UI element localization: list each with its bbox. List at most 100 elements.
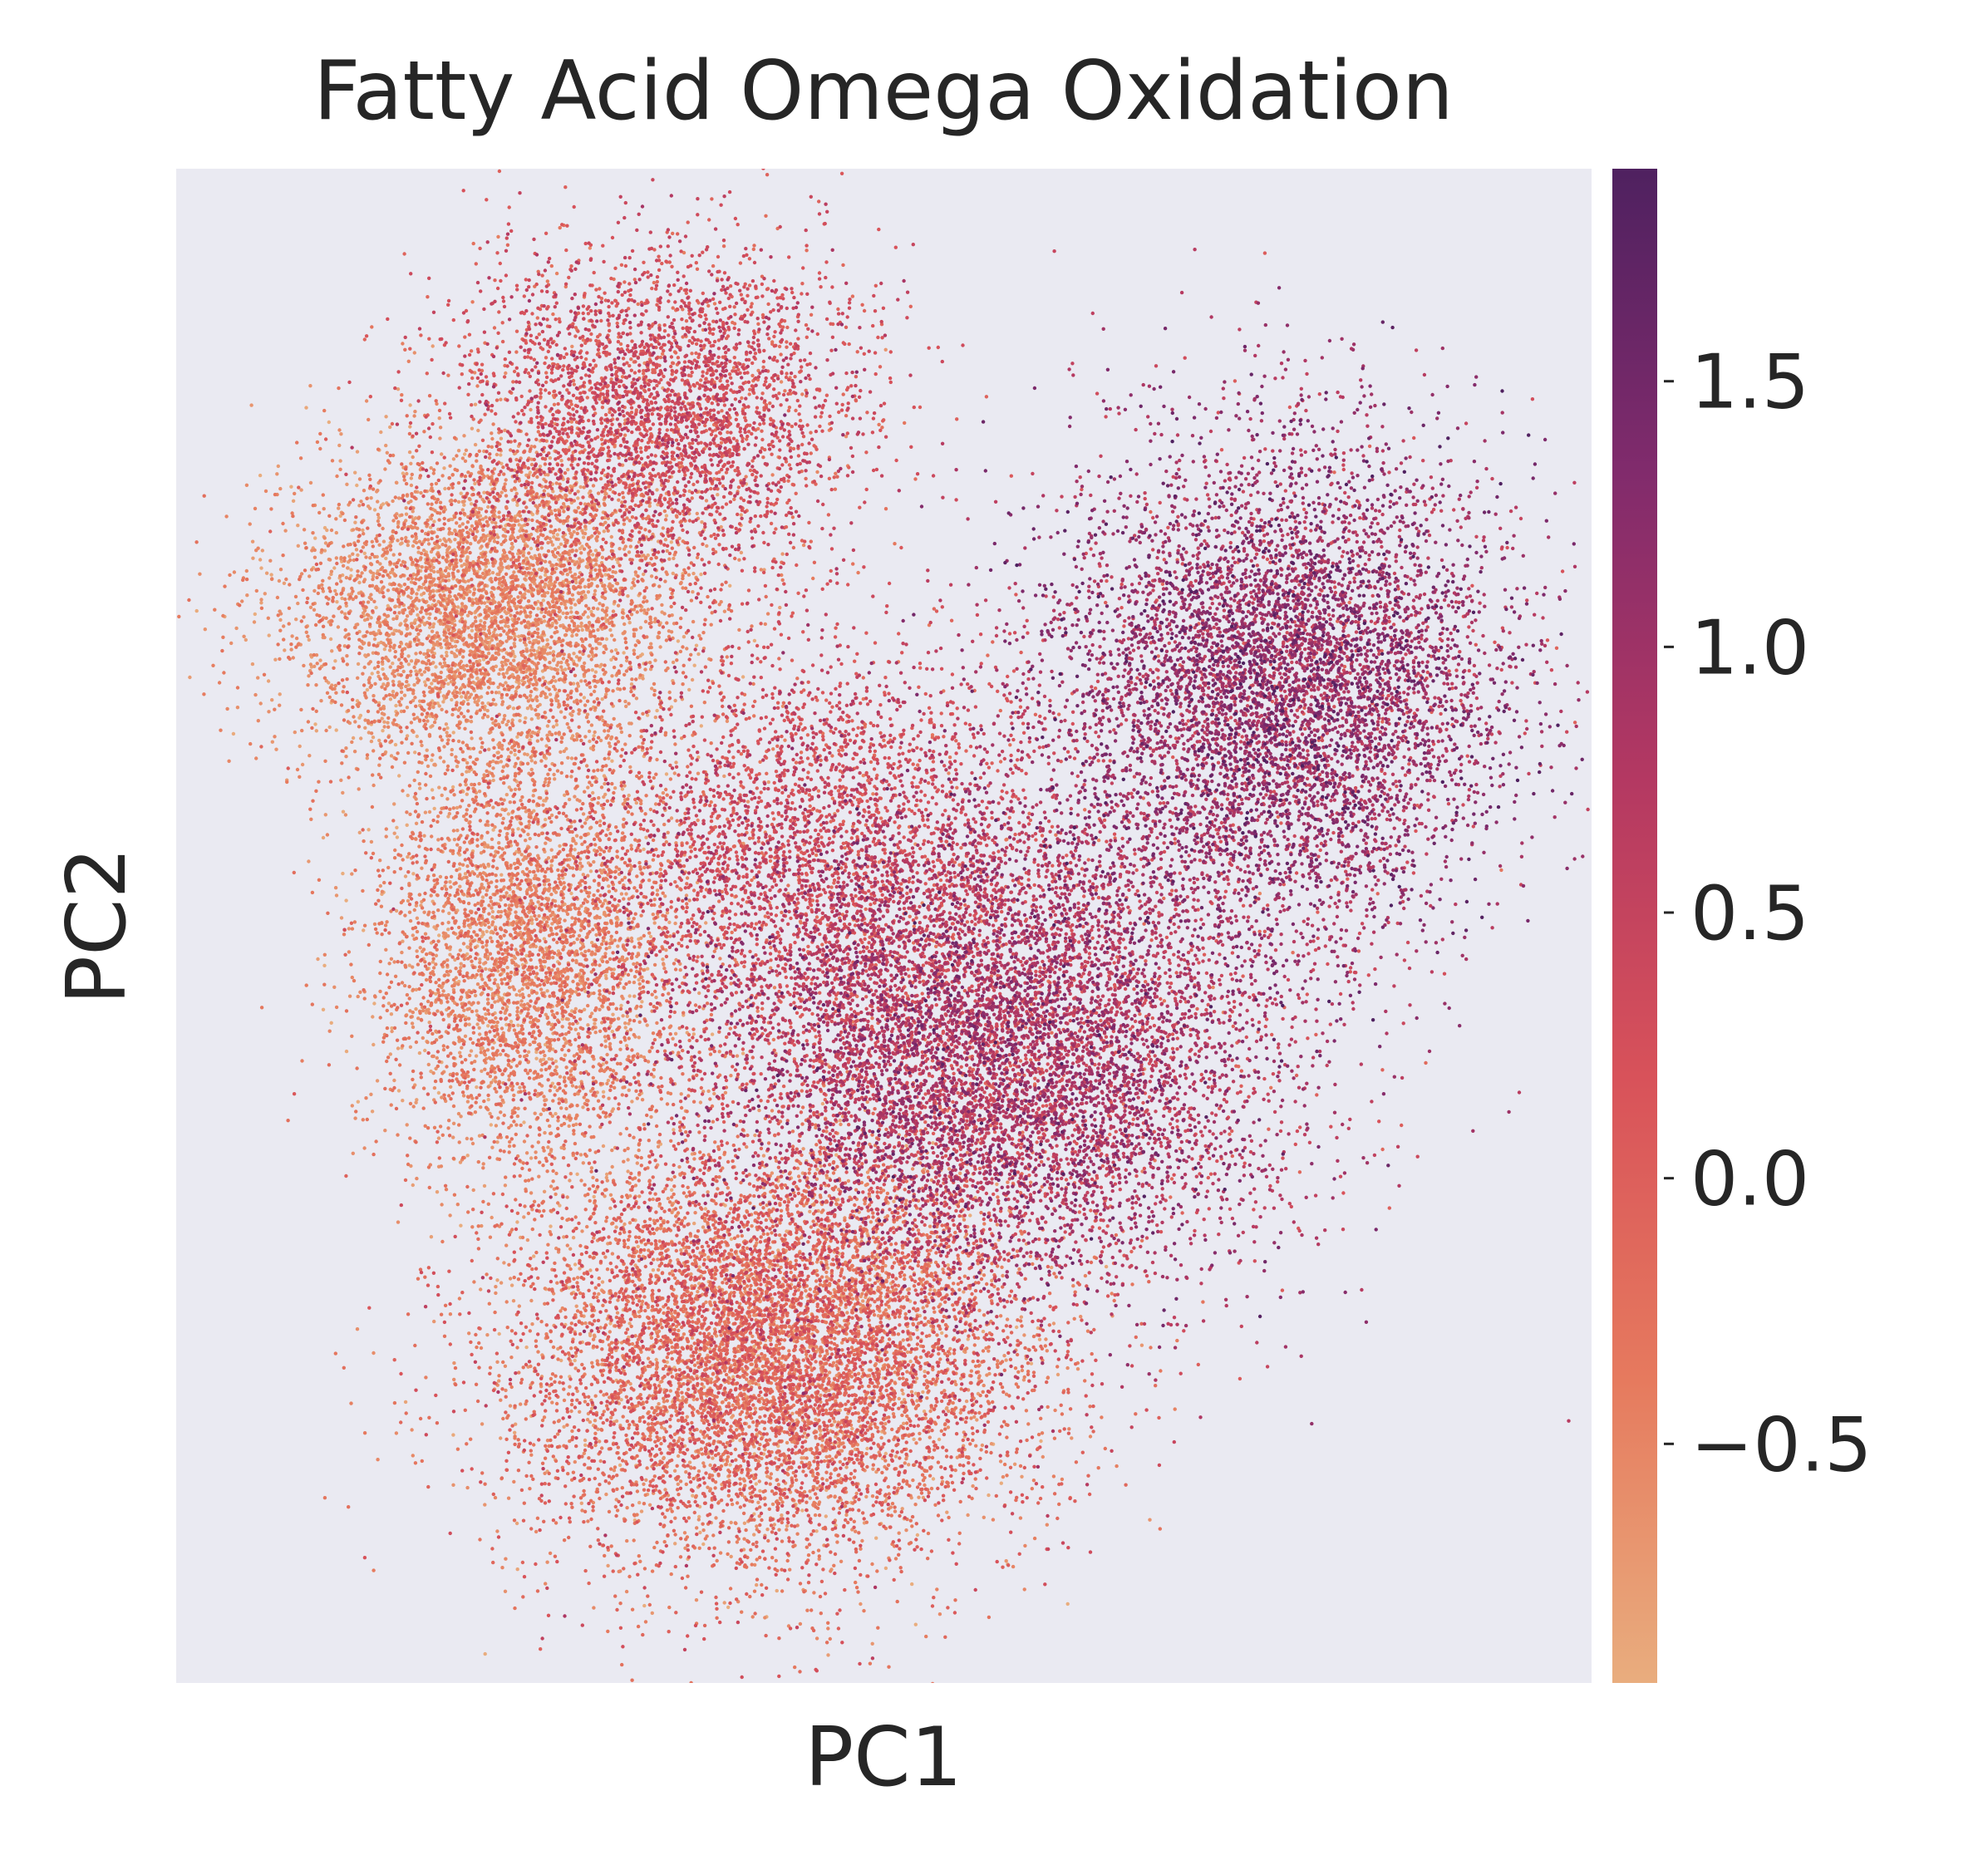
data-point [376,1079,379,1082]
data-point [910,1582,913,1586]
data-point [730,1555,733,1558]
data-point [504,681,507,684]
data-point [470,720,473,723]
data-point [698,1531,701,1534]
data-point [195,609,199,613]
data-point [523,593,526,596]
data-point [665,772,668,775]
data-point [367,828,370,831]
data-point [265,572,268,575]
data-point [433,807,436,810]
data-point [451,785,455,789]
data-point [455,806,459,809]
data-point [655,1358,658,1361]
data-point [490,1146,494,1149]
data-point [664,948,667,952]
data-point [512,1299,515,1302]
data-point [824,1514,828,1518]
data-point [465,563,468,567]
data-point [342,810,345,814]
data-point [499,437,503,440]
data-point [329,637,332,641]
data-point [384,415,387,418]
data-point [527,637,530,640]
data-point [626,1169,629,1173]
data-point [575,834,578,838]
data-point [542,799,545,802]
data-point [335,893,338,897]
data-point [665,514,668,517]
data-point [958,1172,962,1175]
data-point [470,736,473,740]
data-point [487,748,490,751]
data-point [384,557,387,560]
data-point [1013,1463,1016,1466]
data-point [308,638,311,642]
data-point [530,717,534,721]
data-point [478,790,481,793]
data-point [415,822,418,825]
data-point [1050,1266,1053,1269]
data-point [452,457,455,460]
data-point [558,844,561,848]
data-point [670,540,673,544]
data-point [459,948,462,952]
data-point [588,740,591,743]
data-point [556,533,559,536]
data-point [523,752,526,755]
data-point [514,753,517,756]
data-point [446,682,450,686]
data-point [569,892,573,895]
data-point [613,786,617,790]
data-point [297,544,300,548]
data-point [700,724,703,727]
data-point [691,572,695,575]
data-point [278,692,282,696]
data-point [701,1225,705,1228]
data-point [1020,1475,1023,1479]
data-point [431,625,435,628]
data-point [389,697,392,701]
data-point [534,1057,538,1060]
data-point [673,922,677,925]
data-point [601,1280,604,1283]
data-point [722,775,726,778]
data-point [277,465,280,468]
data-point [609,937,613,941]
data-point [559,710,563,713]
data-point [758,1489,761,1493]
data-point [1039,1439,1042,1443]
data-point [975,1418,978,1421]
data-point [315,729,318,732]
data-point [438,416,441,420]
data-point [610,760,613,763]
data-point [699,573,702,576]
data-point [819,1164,822,1168]
data-point [632,995,636,998]
data-point [330,649,333,652]
data-point [476,699,480,702]
data-point [482,491,485,495]
data-point [594,670,598,673]
data-point [316,957,319,961]
data-point [188,676,191,679]
data-point [232,732,235,736]
data-point [553,777,556,780]
data-point [740,513,743,516]
data-point [394,704,397,707]
data-point [549,864,553,867]
data-point [474,443,477,446]
data-point [372,736,375,739]
data-point [458,1051,461,1055]
data-point [480,1070,483,1073]
data-point [411,544,415,548]
data-point [640,1509,643,1513]
data-point [473,482,476,485]
data-point [518,1085,521,1089]
data-point [904,1144,908,1147]
data-point [470,502,473,505]
data-point [460,564,463,568]
data-point [406,899,410,903]
data-point [901,1507,904,1510]
data-point [661,957,664,961]
